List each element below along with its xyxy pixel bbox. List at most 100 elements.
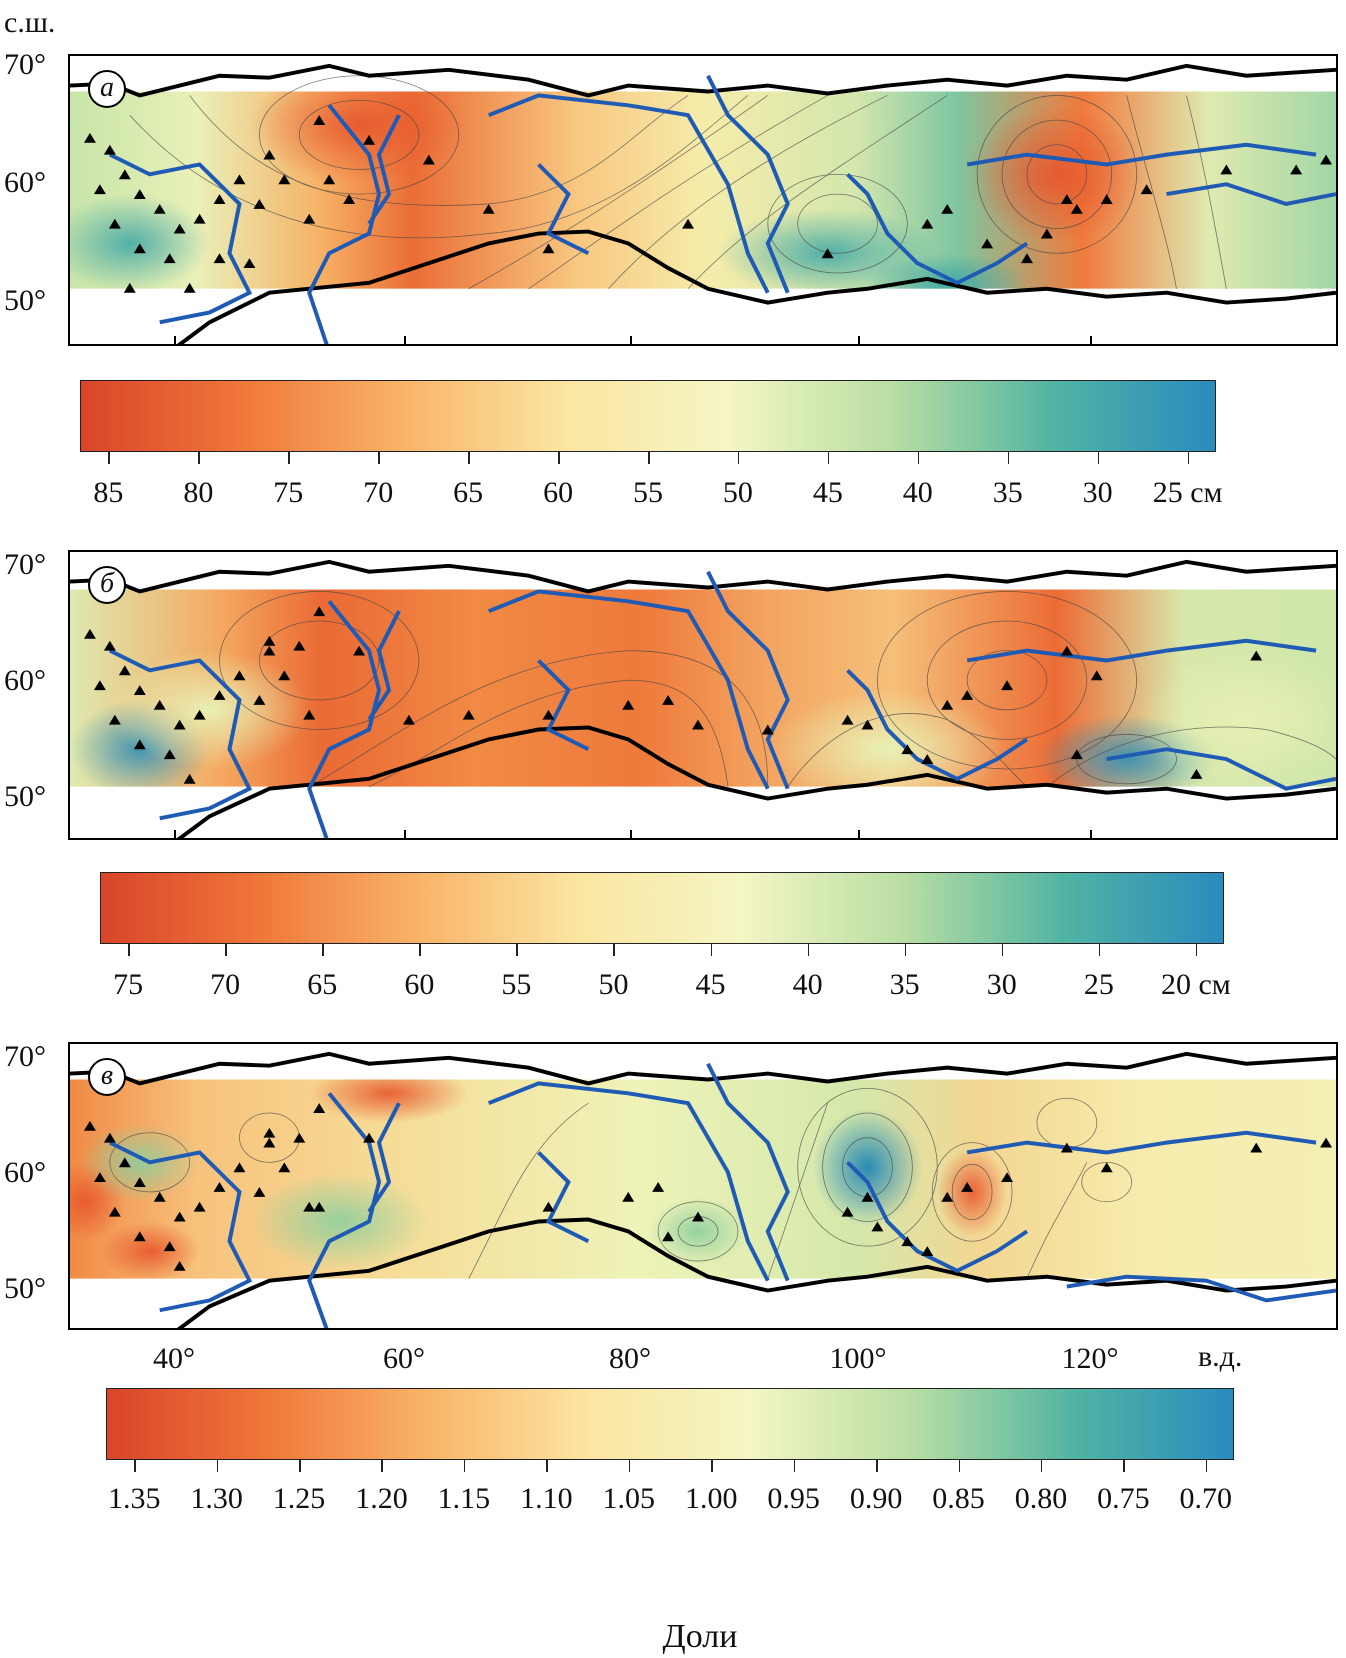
colorbar-tick <box>958 1460 960 1472</box>
colorbar-tick-label: 30 <box>986 968 1017 1001</box>
contours-v <box>109 1087 1133 1279</box>
colorbar-tick-label: 1.35 <box>107 1482 161 1515</box>
colorbar-tick-label: 40 <box>792 968 823 1001</box>
colorbar-tick-label: 1.00 <box>684 1482 738 1515</box>
colorbar-tick-label: 60 <box>404 968 435 1001</box>
colorbar-tick <box>128 944 130 956</box>
colorbar-tick-label: 0.75 <box>1097 1482 1150 1515</box>
colorbar-b-ticks <box>100 944 1224 956</box>
colorbar-tick-label: 1.10 <box>520 1482 573 1515</box>
colorbar-tick <box>876 1460 878 1472</box>
colorbar-tick <box>381 1460 383 1472</box>
colorbar-tick <box>216 1460 219 1472</box>
colorbar-tick <box>1098 944 1101 956</box>
xtick-a-2 <box>404 336 406 346</box>
map-panel-b: б <box>68 550 1338 840</box>
colorbar-tick-label: 75 <box>113 968 144 1001</box>
map-panel-a: а <box>68 54 1338 346</box>
lat-50-label-a: 50° <box>4 284 46 317</box>
colorbar-tick <box>468 452 470 464</box>
colorbar-v-ticks <box>106 1460 1234 1472</box>
colorbar-tick <box>1040 1460 1043 1472</box>
colorbar-tick-label: 1.30 <box>190 1482 243 1515</box>
colorbar-tick-label: 0.85 <box>932 1482 985 1515</box>
colorbar-tick-label: 35 <box>889 968 920 1001</box>
colorbar-tick <box>378 452 380 464</box>
colorbar-tick-label: 35 <box>992 476 1023 509</box>
colorbar-tick <box>558 452 560 464</box>
colorbar-tick-label: 85 <box>93 476 124 509</box>
colorbar-tick <box>108 452 110 464</box>
colorbar-tick-label: 1.15 <box>437 1482 491 1515</box>
lon-100-label: 100° <box>829 1342 887 1375</box>
panel-label-a: а <box>88 70 126 108</box>
colorbar-tick-label: 25 <box>1083 968 1114 1001</box>
xtick-b-3 <box>630 830 632 840</box>
panel-label-b: б <box>88 566 126 604</box>
lat-70-label-b: 70° <box>4 548 46 581</box>
colorbar-tick-label: 30 <box>1082 476 1113 509</box>
lon-40-label: 40° <box>153 1342 195 1375</box>
colorbar-tick-label: 60 <box>543 476 574 509</box>
colorbar-tick <box>827 452 830 464</box>
colorbar-tick-label: 50 <box>598 968 629 1001</box>
colorbar-tick <box>288 452 290 464</box>
map-panel-v-svg <box>70 1044 1336 1328</box>
colorbar-a-ticks <box>80 452 1216 464</box>
lat-50-label-b: 50° <box>4 780 46 813</box>
colorbar-tick-label: 1.25 <box>272 1482 326 1515</box>
lon-120-label: 120° <box>1061 1342 1119 1375</box>
colorbar-tick <box>613 944 615 956</box>
contours-b <box>219 591 1336 788</box>
colorbar-tick <box>134 1460 136 1472</box>
lat-60-label-a: 60° <box>4 166 46 199</box>
colorbar-tick <box>793 1460 796 1472</box>
colorbar-tick <box>1001 944 1004 956</box>
xtick-a-4 <box>858 336 860 346</box>
colorbar-v-title: Доли <box>662 1618 738 1655</box>
stations-b <box>83 606 1263 784</box>
colorbar-tick-label: 70 <box>363 476 394 509</box>
coastline-b <box>70 559 1336 838</box>
colorbar-tick <box>917 452 920 464</box>
colorbar-tick <box>1007 452 1010 464</box>
colorbar-tick <box>299 1460 301 1472</box>
colorbar-tick <box>419 944 421 956</box>
colorbar-tick-label: 70 <box>210 968 241 1001</box>
colorbar-tick <box>711 1460 713 1472</box>
colorbar-tick <box>904 944 907 956</box>
rivers-a <box>108 74 1336 344</box>
colorbar-b <box>100 872 1224 944</box>
colorbar-tick-label: 65 <box>307 968 338 1001</box>
colorbar-tick <box>807 944 810 956</box>
lon-60-label: 60° <box>383 1342 425 1375</box>
colorbar-tick <box>516 944 518 956</box>
colorbar-tick <box>463 1460 466 1472</box>
stations-a <box>83 115 1333 293</box>
rivers-v <box>108 1062 1336 1328</box>
colorbar-tick-label: 55 <box>501 968 532 1001</box>
colorbar-tick <box>225 944 227 956</box>
xtick-a-1 <box>174 336 176 346</box>
xtick-b-1 <box>174 830 176 840</box>
xtick-b-5 <box>1090 830 1092 840</box>
colorbar-tick-label: 1.05 <box>602 1482 656 1515</box>
contours-a <box>129 75 1227 290</box>
lat-70-label-v: 70° <box>4 1040 46 1073</box>
stations-v <box>83 1103 1333 1271</box>
colorbar-tick-label: 0.90 <box>849 1482 903 1515</box>
lat-60-label-v: 60° <box>4 1156 46 1189</box>
colorbar-tick <box>1187 452 1190 464</box>
colorbar-tick-label: 50 <box>722 476 753 509</box>
xtick-a-5 <box>1090 336 1092 346</box>
colorbar-tick <box>710 944 713 956</box>
lon-80-label: 80° <box>609 1342 651 1375</box>
map-panel-v: в <box>68 1042 1338 1330</box>
panel-label-v: в <box>88 1058 126 1096</box>
colorbar-tick <box>628 1460 631 1472</box>
colorbar-tick-label: 0.70 <box>1179 1482 1233 1515</box>
colorbar-tick <box>1097 452 1100 464</box>
colorbar-tick-label: 25 см <box>1152 476 1223 509</box>
lat-70-label-a: 70° <box>4 48 46 81</box>
rivers-b <box>108 570 1336 838</box>
